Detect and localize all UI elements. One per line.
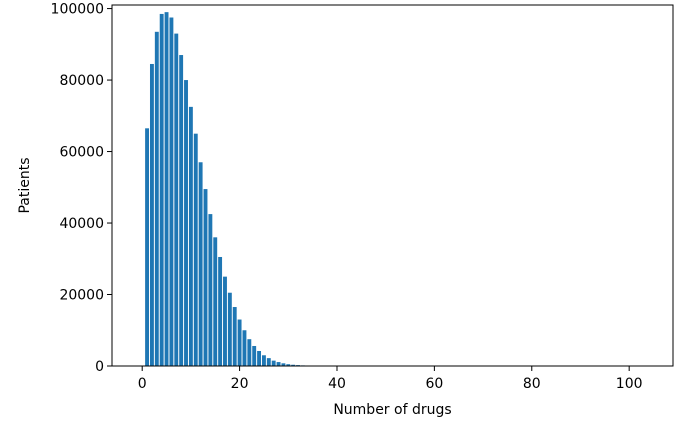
x-tick-label: 60	[425, 376, 443, 392]
bar	[218, 256, 223, 366]
x-tick-label: 40	[328, 376, 346, 392]
bar	[276, 362, 281, 366]
bar	[232, 307, 237, 366]
y-tick-label: 60000	[59, 145, 104, 161]
x-axis-ticks: 0 20 40 60 80 100	[138, 366, 643, 392]
bar	[291, 364, 296, 366]
y-tick-label: 80000	[59, 73, 104, 89]
bar	[184, 80, 188, 367]
bar	[203, 189, 208, 366]
bar	[257, 350, 262, 366]
y-tick-label: 100000	[51, 2, 104, 18]
y-axis-ticks: 0 20000 40000 60000 80000 100000	[51, 2, 112, 375]
bar	[188, 106, 193, 366]
bar	[227, 292, 232, 366]
bar	[252, 345, 257, 366]
bar	[286, 364, 291, 366]
bar	[242, 330, 247, 366]
y-axis-label: Patients	[17, 157, 33, 213]
x-tick-label: 20	[231, 376, 249, 392]
bar	[247, 339, 252, 366]
bar	[213, 237, 218, 366]
x-axis-label: Number of drugs	[333, 402, 451, 418]
bar	[271, 360, 276, 366]
bar	[266, 358, 271, 366]
bar	[154, 31, 159, 366]
bar	[149, 63, 154, 366]
x-tick-label: 0	[138, 376, 147, 392]
bar	[193, 133, 198, 366]
bars-group	[145, 12, 651, 367]
bar	[223, 276, 227, 366]
bar	[169, 17, 174, 367]
y-tick-label: 0	[95, 359, 104, 375]
bar	[174, 33, 179, 367]
bar	[145, 128, 150, 366]
y-tick-label: 20000	[59, 288, 104, 304]
bar	[208, 214, 213, 366]
x-tick-label: 100	[616, 376, 643, 392]
bar	[198, 162, 203, 366]
bar	[159, 13, 164, 367]
bar	[237, 319, 242, 366]
bar	[281, 363, 286, 366]
bar	[261, 355, 266, 366]
bar	[164, 12, 169, 366]
y-tick-label: 40000	[59, 216, 104, 232]
bar	[179, 55, 184, 366]
x-tick-label: 80	[523, 376, 541, 392]
plot-frame	[111, 4, 674, 367]
